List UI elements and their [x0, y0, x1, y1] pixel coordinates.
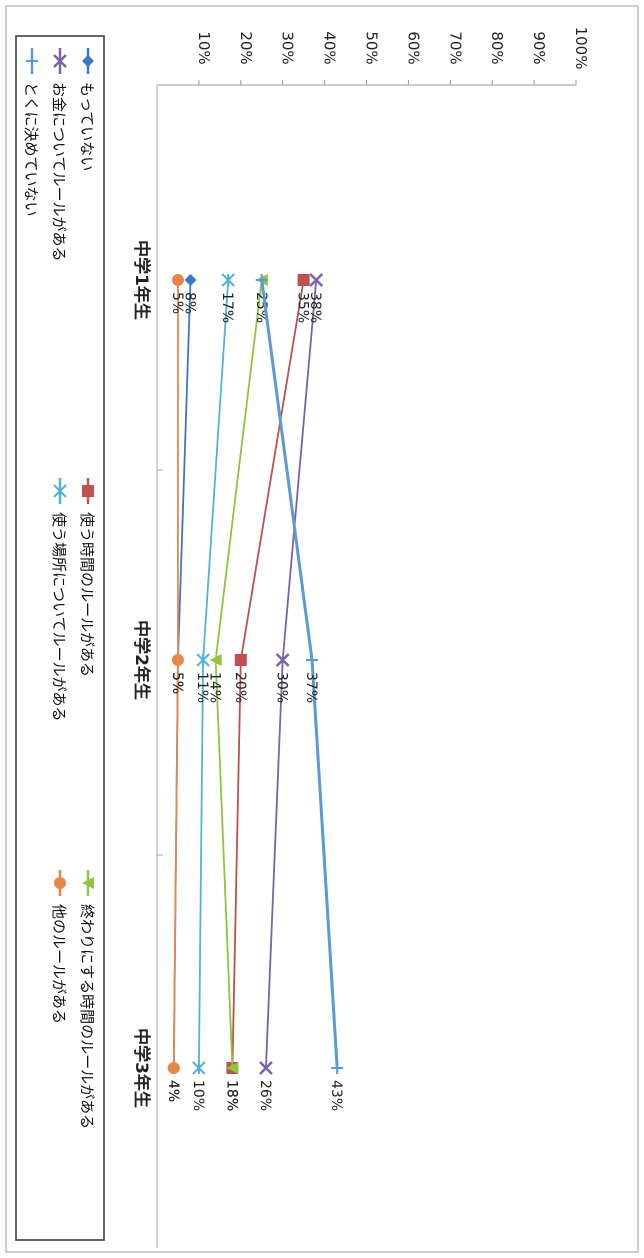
legend-label: もっていない: [78, 82, 96, 171]
value-tick-label: 30%: [279, 31, 297, 64]
data-label: 18%: [223, 1080, 239, 1111]
data-label: 5%: [169, 292, 185, 314]
series-marker: [184, 274, 197, 286]
category-label: 中学1年生: [131, 240, 152, 320]
data-label: 8%: [182, 292, 198, 314]
series-marker: [209, 654, 222, 666]
series-marker: [196, 653, 210, 667]
data-label: 14%: [207, 672, 223, 703]
value-tick-label: 50%: [363, 31, 381, 64]
value-tick-label: 40%: [321, 31, 339, 64]
series-marker: [331, 1062, 344, 1074]
series-marker: [221, 273, 235, 287]
series-marker: [309, 273, 324, 287]
series-marker: [82, 55, 94, 67]
series-marker: [53, 54, 67, 68]
data-label: 38%: [307, 292, 323, 323]
data-label: 4%: [165, 1080, 181, 1102]
data-label: 10%: [190, 1080, 206, 1111]
value-tick-label: 80%: [488, 31, 506, 64]
data-label: 18%: [223, 1080, 239, 1111]
legend-label: 使う時間のルールがある: [78, 512, 96, 677]
data-label: 35%: [295, 292, 311, 323]
series-marker: [167, 1062, 180, 1074]
data-label: 20%: [232, 672, 248, 703]
series-marker: [226, 1062, 239, 1074]
value-tick-label: 90%: [530, 31, 548, 64]
value-tick-label: 100%: [572, 27, 590, 70]
value-tick-label: 20%: [237, 31, 255, 64]
data-label: 30%: [274, 672, 290, 703]
series-marker: [297, 274, 310, 286]
category-label: 中学3年生: [131, 1028, 152, 1108]
series-line: [260, 279, 339, 1069]
data-label: 5%: [169, 672, 185, 694]
data-label: 43%: [328, 1080, 344, 1111]
series-marker: [53, 484, 67, 498]
chart-border: [5, 5, 639, 1253]
series-marker: [234, 654, 247, 666]
series-marker: [171, 274, 184, 286]
legend-label: お金についてルールがある: [50, 82, 68, 262]
series-marker: [306, 654, 319, 666]
data-label: 37%: [303, 672, 319, 703]
series-marker: [192, 1061, 206, 1075]
legend-label: 他のルールがある: [50, 904, 68, 1024]
value-tick-label: 70%: [446, 31, 464, 64]
series-marker: [82, 877, 94, 889]
series-marker: [26, 55, 38, 67]
category-label: 中学2年生: [131, 620, 152, 700]
series-marker: [54, 877, 66, 889]
data-label: 11%: [194, 672, 210, 703]
series-marker: [171, 654, 184, 666]
value-tick-label: 60%: [404, 31, 422, 64]
series-marker: [82, 485, 94, 497]
data-label: 17%: [219, 292, 235, 323]
series-marker: [255, 274, 268, 286]
data-label: 26%: [257, 1080, 273, 1111]
value-tick-label: 10%: [195, 31, 213, 64]
series-marker: [275, 653, 290, 667]
legend: [15, 35, 105, 1241]
legend-label: 使う場所についてルールがある: [50, 512, 68, 722]
legend-label: とくに決めていない: [22, 82, 40, 217]
series-marker: [259, 1061, 273, 1075]
legend-label: 終わりにする時間のルールがある: [78, 904, 96, 1129]
data-label: 4%: [165, 1080, 181, 1102]
